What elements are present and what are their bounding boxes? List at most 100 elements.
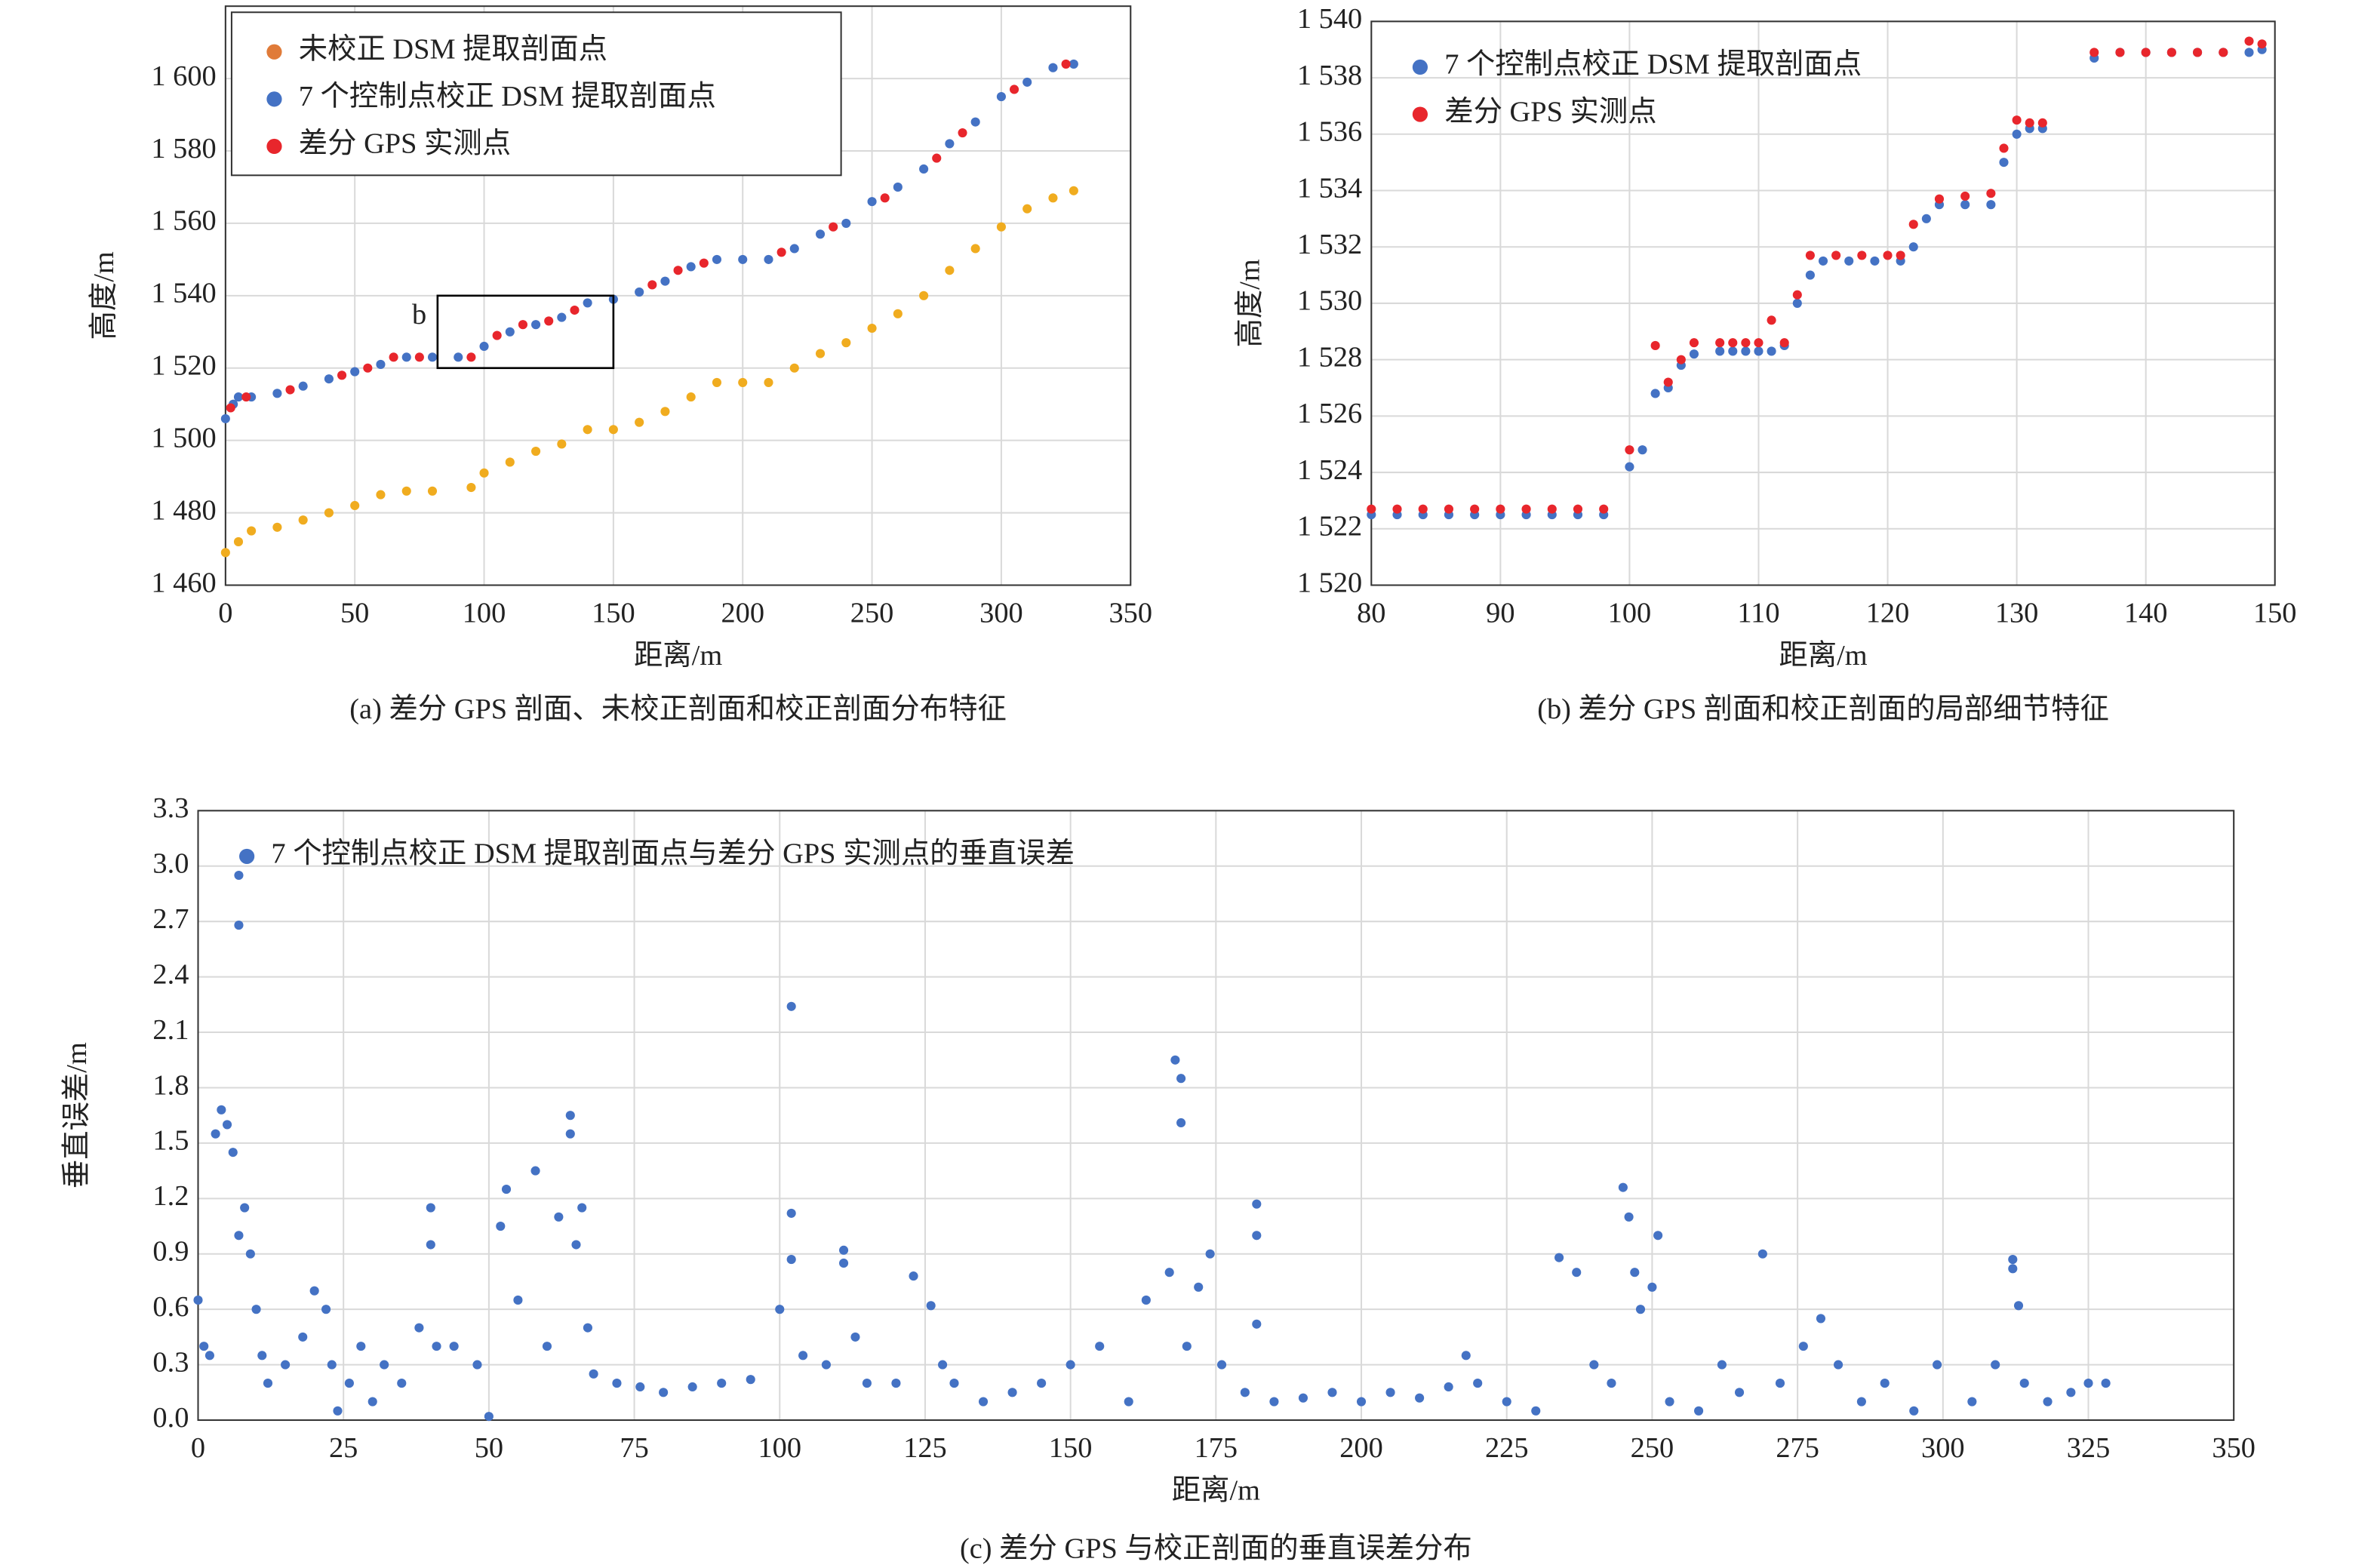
y-tick-label: 1 560 xyxy=(151,205,216,237)
point xyxy=(1007,1388,1017,1397)
point xyxy=(1327,1388,1337,1397)
point xyxy=(472,1360,482,1370)
point xyxy=(241,392,251,402)
point xyxy=(608,425,618,435)
y-tick-label: 1 534 xyxy=(1297,172,1362,204)
point xyxy=(1205,1249,1215,1259)
point xyxy=(426,1240,435,1250)
x-axis-label: 距离/m xyxy=(1779,639,1867,672)
point xyxy=(2012,115,2022,125)
point xyxy=(1999,158,2009,168)
point xyxy=(1991,1360,2000,1370)
point xyxy=(1037,1379,1047,1388)
point xyxy=(1734,1388,1745,1397)
point xyxy=(363,363,373,373)
point xyxy=(1194,1282,1204,1292)
point xyxy=(2244,36,2254,46)
point xyxy=(1792,290,1802,300)
point xyxy=(2043,1397,2053,1407)
legend-marker xyxy=(239,848,255,865)
point xyxy=(570,305,580,315)
point xyxy=(531,446,541,457)
point xyxy=(686,392,696,402)
point xyxy=(1521,504,1531,514)
y-tick-label: 1 522 xyxy=(1297,511,1362,543)
point xyxy=(1240,1388,1250,1397)
point xyxy=(1792,298,1802,308)
point xyxy=(2037,118,2047,128)
point xyxy=(673,266,683,275)
point xyxy=(1069,186,1078,195)
point xyxy=(1170,1055,1180,1065)
point xyxy=(1689,338,1699,348)
point xyxy=(427,486,438,496)
point xyxy=(2219,48,2228,57)
point xyxy=(996,222,1006,232)
y-axis-label: 高度/m xyxy=(1234,259,1266,347)
point xyxy=(298,515,308,525)
x-tick-label: 100 xyxy=(758,1432,801,1464)
point xyxy=(2083,1379,2093,1388)
point xyxy=(862,1379,872,1388)
point xyxy=(1653,1231,1663,1241)
point xyxy=(2244,48,2254,57)
point xyxy=(427,352,438,362)
point xyxy=(401,352,411,362)
point xyxy=(565,1129,575,1139)
point xyxy=(919,164,929,174)
point xyxy=(612,1379,622,1388)
plot-frame xyxy=(224,5,1132,586)
series xyxy=(1367,36,2267,514)
point xyxy=(583,425,592,435)
point xyxy=(712,254,722,264)
point xyxy=(337,370,347,380)
point xyxy=(583,1323,592,1333)
x-tick-label: 100 xyxy=(463,598,506,629)
point xyxy=(577,1203,587,1213)
point xyxy=(1624,1212,1634,1222)
plot-frame xyxy=(1370,20,2276,586)
legend-marker xyxy=(266,44,282,60)
inset-box xyxy=(436,294,615,370)
point xyxy=(2166,48,2176,57)
point xyxy=(220,548,230,558)
point xyxy=(350,367,360,377)
point xyxy=(1010,85,1019,94)
point xyxy=(272,522,282,532)
point xyxy=(1665,1397,1674,1407)
y-tick-label: 1 480 xyxy=(151,494,216,526)
point xyxy=(204,1351,214,1360)
point xyxy=(838,1245,849,1255)
point xyxy=(2025,118,2034,128)
point xyxy=(926,1301,936,1311)
y-tick-label: 3.3 xyxy=(152,792,189,824)
x-tick-label: 325 xyxy=(2067,1432,2111,1464)
point xyxy=(211,1129,220,1139)
point xyxy=(589,1369,598,1379)
point xyxy=(228,1148,238,1158)
y-tick-label: 0.0 xyxy=(152,1402,189,1434)
point xyxy=(1767,315,1776,325)
point xyxy=(789,244,799,254)
point xyxy=(1805,251,1815,260)
point xyxy=(1880,1379,1890,1388)
point xyxy=(1754,338,1764,348)
point xyxy=(2013,1301,2024,1311)
point xyxy=(1934,194,1945,204)
point xyxy=(1182,1342,1192,1351)
point xyxy=(786,1208,796,1218)
y-tick-label: 0.6 xyxy=(152,1291,189,1323)
point xyxy=(1415,1393,1425,1403)
point xyxy=(1176,1118,1186,1128)
point xyxy=(1022,204,1032,214)
point xyxy=(1818,256,1828,266)
x-tick-label: 50 xyxy=(475,1432,503,1464)
y-tick-label: 1 520 xyxy=(151,350,216,382)
x-tick-label: 140 xyxy=(2124,598,2168,629)
point xyxy=(909,1271,918,1281)
point xyxy=(193,1295,203,1305)
point xyxy=(298,1332,308,1342)
point xyxy=(1164,1268,1174,1277)
point xyxy=(531,320,541,330)
